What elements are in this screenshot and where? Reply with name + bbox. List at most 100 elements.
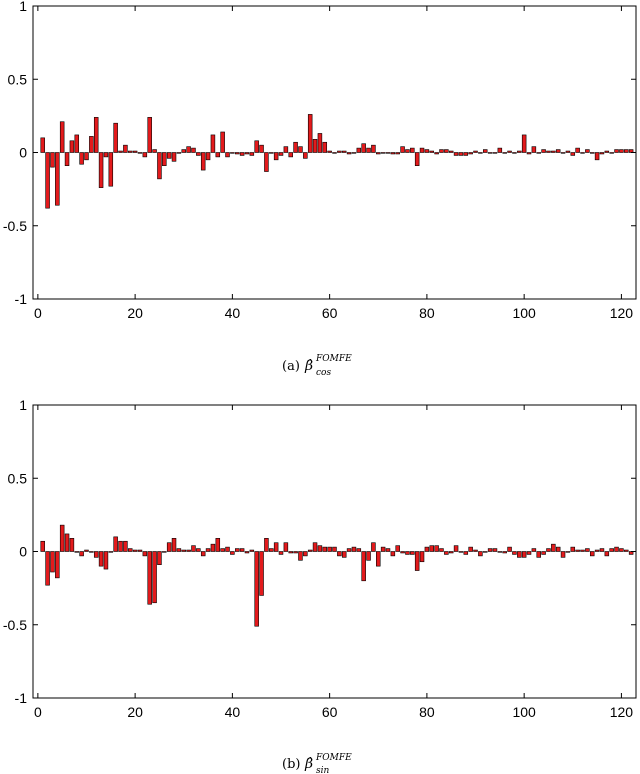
- panel-b-bar-48: [269, 548, 274, 552]
- panel-b-ticks: [33, 404, 636, 699]
- panel-b-bar-87: [458, 551, 464, 553]
- panel-b-xtick-label-80: 80: [419, 704, 435, 720]
- panel-a-bar-68: [366, 147, 371, 153]
- panel-a-bar-63: [341, 150, 347, 153]
- panel-a-bar-58: [317, 133, 323, 153]
- panel-b-bar-118: [609, 548, 614, 552]
- panel-b-bar-86: [453, 545, 459, 552]
- panel-a-bar-56: [307, 114, 313, 153]
- panel-a-bar-49: [273, 152, 279, 161]
- panel-b-bar-7: [69, 538, 75, 552]
- panel-a-bar-120: [619, 149, 624, 153]
- panel-a-bar-15: [108, 152, 114, 187]
- panel-b-bar-2: [45, 551, 50, 586]
- panel-a-ytick-label-2: 0: [19, 145, 27, 161]
- panel-b-bar-20: [132, 549, 138, 552]
- panel-b-bar-109: [565, 551, 571, 553]
- panel-b-bar-26: [162, 551, 167, 553]
- panel-b-caption-label: (b): [282, 757, 300, 772]
- panel-a-bar-31: [186, 146, 191, 153]
- panel-b-bar-25: [157, 551, 162, 565]
- panel-b-bar-54: [298, 551, 303, 561]
- panel-b-xtick-label-0: 0: [34, 704, 42, 720]
- panel-b-bar-6: [64, 533, 70, 552]
- panel-b-bar-4: [55, 551, 60, 579]
- panel-b-bar-67: [361, 551, 366, 582]
- panel-a-bar-66: [356, 147, 362, 153]
- panel-b-bar-94: [492, 548, 498, 552]
- panel-a-bar-99: [517, 150, 522, 153]
- panel-b-bar-19: [128, 548, 133, 552]
- panel-a-bar-101: [526, 152, 532, 155]
- panel-b-bar-80: [424, 546, 430, 552]
- panel-a-bar-102: [531, 146, 537, 153]
- panel-a-bars: [40, 114, 634, 209]
- panel-a-bar-43: [244, 152, 250, 155]
- panel-b-bar-35: [205, 548, 211, 552]
- panel-a-caption-symbol: β̂: [304, 358, 313, 374]
- panel-a-bar-40: [230, 152, 235, 154]
- panel-a-bar-61: [332, 152, 337, 154]
- panel-b-bar-12: [93, 551, 99, 558]
- panel-b-bar-108: [560, 551, 566, 558]
- panel-b-bar-96: [502, 551, 507, 554]
- panel-b-xtick-label-100: 100: [512, 704, 536, 720]
- panel-a-bar-59: [322, 141, 328, 153]
- panel-a-bar-27: [166, 152, 172, 159]
- panel-a-bar-11: [89, 136, 94, 153]
- panel-a-bar-48: [269, 152, 274, 154]
- panel-a-bar-90: [473, 150, 478, 153]
- panel-b-bar-120: [619, 548, 624, 552]
- panel-b-bar-31: [186, 549, 191, 552]
- panel-b-bar-45: [254, 551, 259, 627]
- panel-a-bar-38: [220, 131, 225, 153]
- panel-a-bar-110: [570, 152, 576, 156]
- panel-b-bar-88: [463, 551, 469, 555]
- panel-b-bar-37: [215, 538, 221, 552]
- panel-a-bar-51: [283, 146, 289, 153]
- panel-a-bar-86: [453, 152, 459, 156]
- panel-b-bar-58: [317, 545, 323, 552]
- panel-b-bar-83: [439, 548, 444, 552]
- panel-b-bar-106: [551, 543, 556, 552]
- panel-b-bar-113: [585, 548, 590, 552]
- panel-b-bar-61: [332, 546, 337, 552]
- panel-b-bar-44: [249, 549, 255, 552]
- panel-b-bar-70: [376, 551, 381, 567]
- panel-a-bar-23: [147, 117, 152, 153]
- panel-a-bar-50: [278, 152, 284, 156]
- panel-a-tick-labels: 0 20 40 60 80 100 120 1 0.5 0 -0.5 -1: [3, 0, 633, 321]
- panel-a-bar-84: [444, 149, 449, 153]
- panel-a-bar-30: [181, 149, 186, 153]
- panel-a-bar-52: [288, 152, 293, 158]
- panel-b-bar-99: [517, 551, 522, 558]
- panel-b-bar-66: [356, 548, 362, 552]
- panel-b-bar-95: [497, 551, 503, 553]
- panel-a-bar-53: [293, 141, 298, 153]
- panel-a-bar-10: [84, 152, 89, 161]
- panel-b-bar-69: [371, 542, 376, 552]
- panel-a-bar-35: [205, 152, 211, 161]
- panel-a-bar-39: [225, 152, 230, 158]
- panel-b-bars: [40, 524, 634, 627]
- panel-b-bar-52: [288, 551, 293, 554]
- panel-b-bar-18: [123, 540, 128, 552]
- panel-a-bar-44: [249, 152, 255, 156]
- panel-a-bar-62: [337, 150, 342, 153]
- panel-b-bar-91: [478, 551, 483, 557]
- panel-a-bar-54: [298, 146, 303, 153]
- panel-a-bar-81: [429, 150, 434, 153]
- panel-b-bar-64: [346, 548, 352, 552]
- panel-a-bar-82: [434, 152, 439, 155]
- panel-b-ytick-label-1: 0.5: [8, 470, 28, 486]
- panel-a-xtick-label-0: 0: [34, 305, 42, 321]
- panel-a-xtick-label-100: 100: [512, 305, 536, 321]
- panel-b-bar-46: [259, 551, 264, 596]
- panel-b-bar-21: [137, 549, 143, 552]
- panel-b-bar-57: [312, 542, 318, 552]
- panel-b-bar-11: [89, 551, 94, 553]
- panel-a-bar-95: [497, 147, 503, 153]
- panel-b-bar-65: [351, 546, 357, 552]
